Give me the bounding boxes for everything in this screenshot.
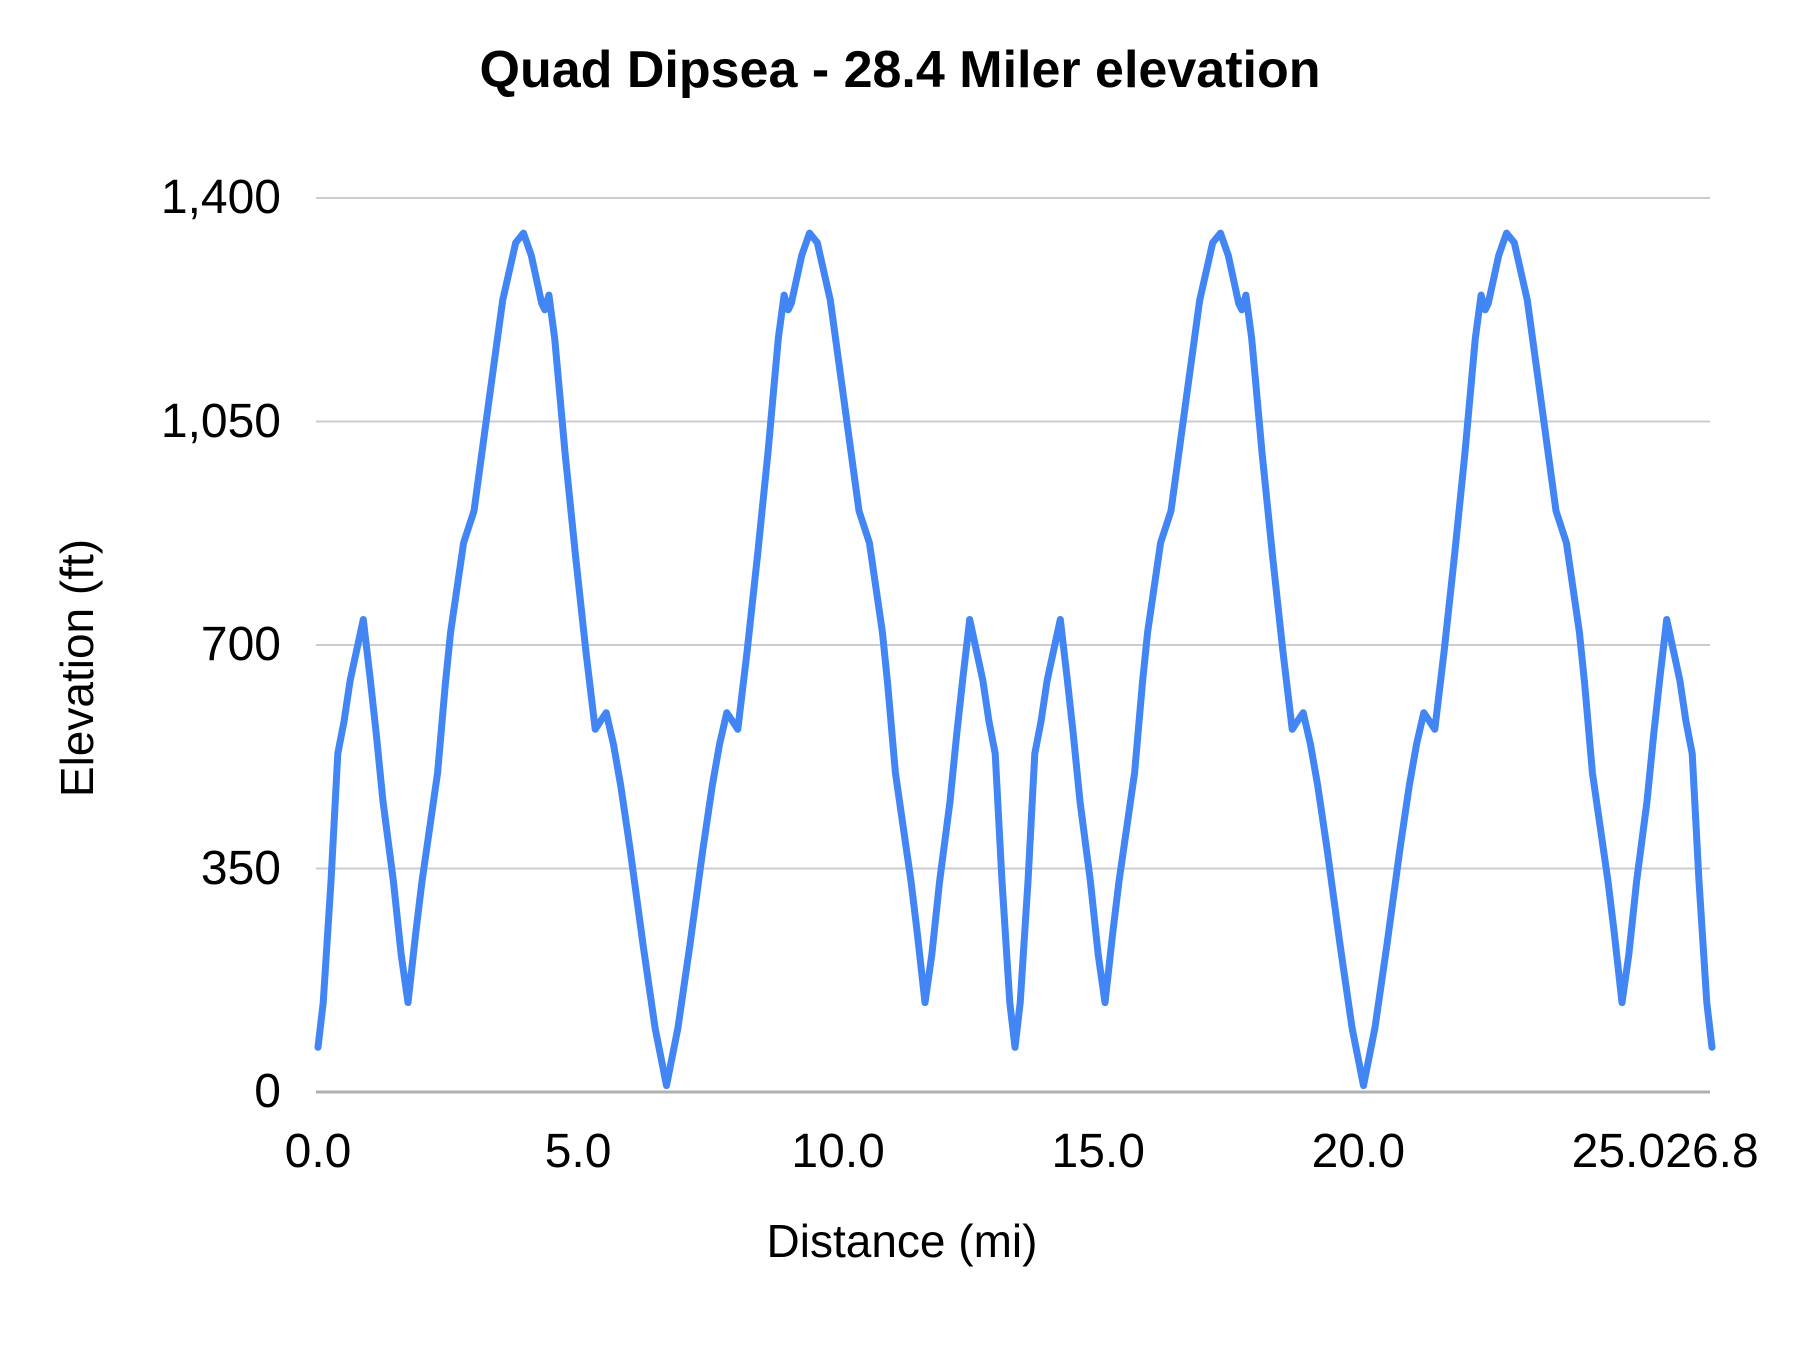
y-tick-label-1,400: 1,400 <box>160 171 281 224</box>
y-tick-label-700: 700 <box>200 618 281 671</box>
x-tick-label-10.0: 10.0 <box>791 1125 885 1178</box>
elevation-line-series <box>314 229 1716 1090</box>
x-tick-label-0.0: 0.0 <box>284 1125 352 1178</box>
x-tick-label-20.0: 20.0 <box>1311 1125 1406 1178</box>
x-tick-label-25.0: 25.0 <box>1571 1125 1666 1178</box>
x-tick-label-5.0: 5.0 <box>544 1125 612 1178</box>
y-tick-label-350: 350 <box>200 841 281 895</box>
y-axis-tick-labels: 0 350 700 1,050 1,400 <box>0 0 281 1350</box>
chart-title: Quad Dipsea - 28.4 Miler elevation <box>479 41 1321 99</box>
x-tick-label-26.8: 26.8 <box>1665 1125 1759 1178</box>
x-tick-label-15.0: 15.0 <box>1051 1125 1145 1178</box>
y-tick-label-0: 0 <box>254 1065 281 1118</box>
y-tick-label-1,050: 1,050 <box>160 394 281 448</box>
x-axis-title: Distance (mi) <box>766 1215 1038 1267</box>
